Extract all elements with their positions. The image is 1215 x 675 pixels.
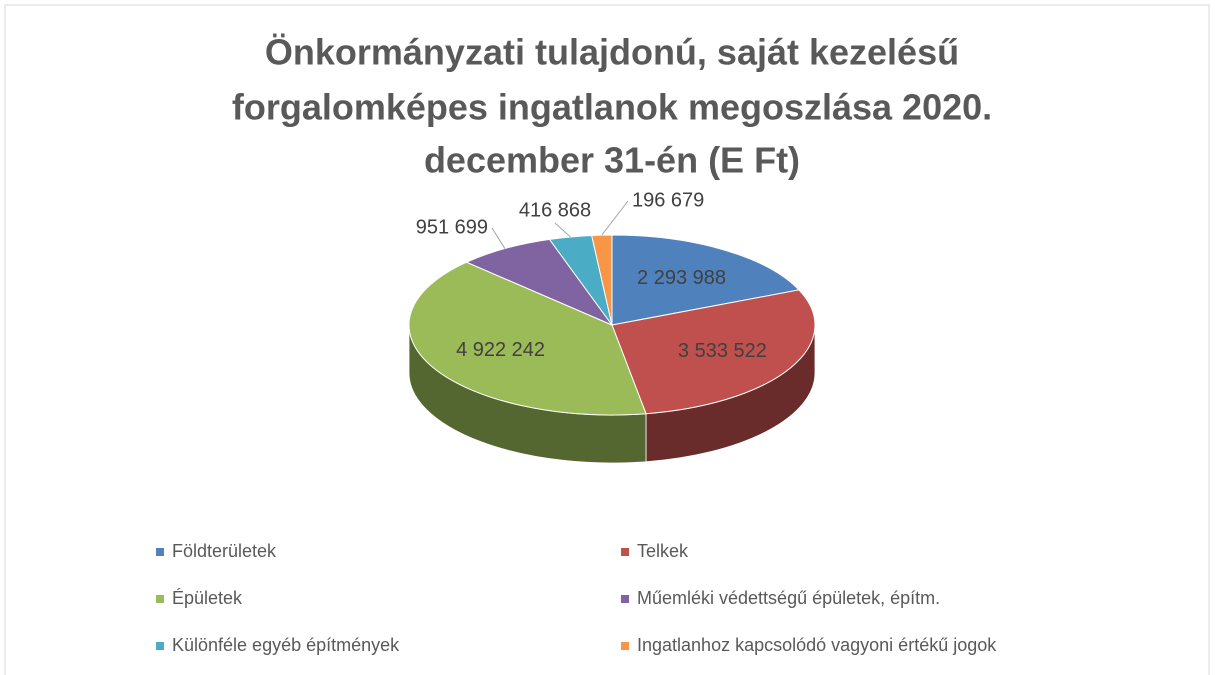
data-label: 2 293 988 — [637, 267, 726, 289]
leader-line — [601, 200, 629, 236]
legend-marker — [156, 642, 164, 650]
legend-label: Különféle egyéb építmények — [172, 635, 400, 655]
chart-title: december 31-én (E Ft) — [424, 140, 800, 181]
pie-slice — [408, 261, 647, 416]
pie-slice — [611, 289, 816, 415]
legend-label: Telkek — [637, 541, 689, 561]
legend-label: Műemléki védettségű épületek, építm. — [637, 588, 940, 608]
leader-line — [491, 227, 506, 249]
legend-label: Földterületek — [172, 541, 277, 561]
data-label: 4 922 242 — [456, 339, 545, 361]
leader-line — [554, 222, 571, 238]
data-label: 3 533 522 — [678, 340, 767, 362]
legend-marker — [156, 595, 164, 603]
legend-marker — [621, 595, 629, 603]
chart-border — [4, 4, 1210, 675]
legend-marker — [156, 548, 164, 556]
legend-label: Ingatlanhoz kapcsolódó vagyoni értékű jo… — [637, 635, 997, 655]
pie-slice — [465, 238, 614, 327]
data-label: 196 679 — [632, 189, 704, 211]
data-label: 416 868 — [519, 199, 591, 221]
pie-slice — [611, 234, 800, 326]
pie-slice — [591, 234, 613, 326]
chart-title: forgalomképes ingatlanok megoszlása 2020… — [232, 87, 992, 128]
data-label: 951 699 — [416, 216, 488, 238]
legend-marker — [621, 642, 629, 650]
legend-label: Épületek — [172, 588, 243, 608]
legend-marker — [621, 548, 629, 556]
chart-title: Önkormányzati tulajdonú, saját kezelésű — [265, 32, 959, 73]
